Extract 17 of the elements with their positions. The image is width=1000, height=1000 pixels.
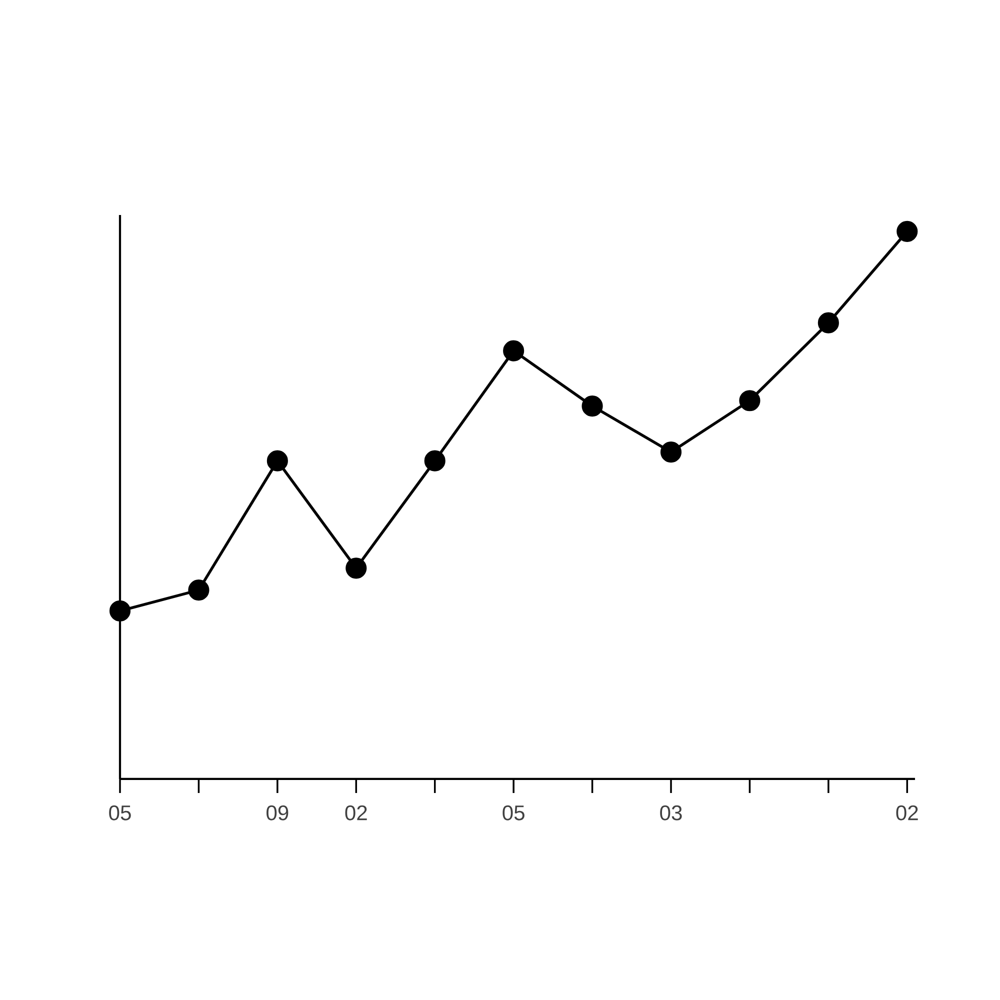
point	[896, 220, 918, 242]
point	[188, 580, 210, 601]
point	[424, 450, 446, 472]
point	[582, 396, 603, 417]
point	[266, 450, 288, 472]
point	[503, 340, 524, 362]
point	[660, 442, 682, 463]
point	[739, 390, 760, 412]
x-tick-label: 09	[266, 805, 288, 820]
point	[109, 600, 131, 622]
x-tick-label: 03	[660, 805, 682, 820]
point	[818, 312, 839, 334]
x-tick-label: 05	[502, 805, 524, 820]
x-tick-label: 05	[109, 805, 131, 820]
point	[346, 558, 367, 579]
x-tick-label: 02	[345, 805, 367, 820]
x-tick-label: 02	[896, 805, 918, 820]
